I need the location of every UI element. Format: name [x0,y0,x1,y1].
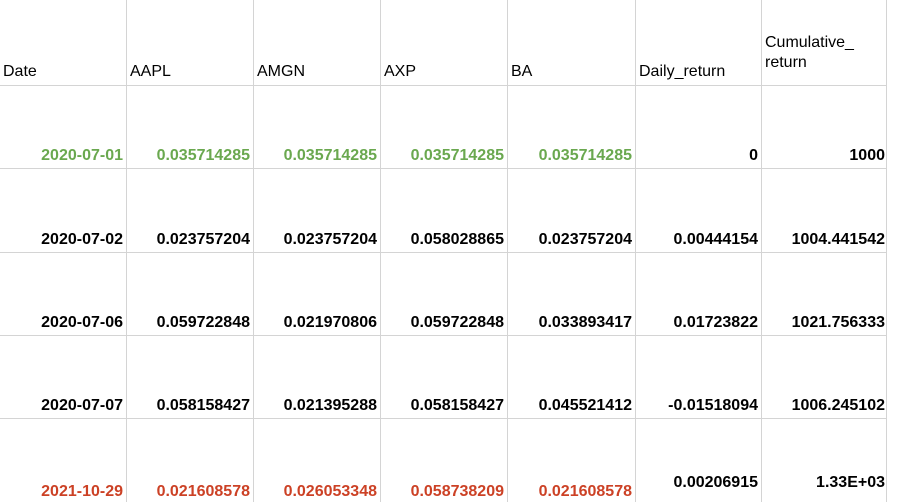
table-cell[interactable]: 0.035714285 [253,85,381,169]
table-row: 2021-10-29 0.021608578 0.026053348 0.058… [0,418,889,502]
table-cell[interactable]: 0.01723822 [635,252,762,336]
table-cell[interactable]: 0.059722848 [380,252,508,336]
table-cell[interactable]: 0 [635,85,762,169]
table-cell[interactable]: 0.035714285 [126,85,254,169]
header-cell-daily-return[interactable]: Daily_return [635,0,762,86]
table-row: 2020-07-02 0.023757204 0.023757204 0.058… [0,168,889,253]
table-cell[interactable]: 2020-07-07 [0,335,127,419]
table-cell[interactable]: 0.058158427 [126,335,254,419]
table-cell[interactable]: -0.01518094 [635,335,762,419]
table-cell[interactable]: 0.033893417 [507,252,636,336]
table-cell[interactable]: 1.33E+03 [761,418,889,502]
table-cell[interactable]: 0.059722848 [126,252,254,336]
table-cell[interactable]: 2021-10-29 [0,418,127,502]
table-cell[interactable]: 0.058738209 [380,418,508,502]
table-cell[interactable]: 0.058158427 [380,335,508,419]
table-cell[interactable]: 0.021395288 [253,335,381,419]
header-cell-date[interactable]: Date [0,0,127,86]
column-edge [886,0,887,502]
table-cell[interactable]: 0.023757204 [507,168,636,253]
table-cell[interactable]: 1006.245102 [761,335,889,419]
table-cell[interactable]: 1004.441542 [761,168,889,253]
table-cell[interactable]: 0.035714285 [507,85,636,169]
table-row: 2020-07-07 0.058158427 0.021395288 0.058… [0,335,889,419]
table-cell[interactable]: 1000 [761,85,889,169]
table-cell[interactable]: 2020-07-01 [0,85,127,169]
table-cell[interactable]: 0.026053348 [253,418,381,502]
table-cell[interactable]: 1021.756333 [761,252,889,336]
table-cell[interactable]: 0.045521412 [507,335,636,419]
header-cell-axp[interactable]: AXP [380,0,508,86]
table-cell[interactable]: 0.021608578 [507,418,636,502]
header-cell-cumulative-return[interactable]: Cumulative_ return [761,0,889,86]
table-cell[interactable]: 0.023757204 [126,168,254,253]
table-cell[interactable]: 0.035714285 [380,85,508,169]
header-cell-amgn[interactable]: AMGN [253,0,381,86]
table-row: 2020-07-06 0.059722848 0.021970806 0.059… [0,252,889,336]
table-row: 2020-07-01 0.035714285 0.035714285 0.035… [0,85,889,169]
table-cell[interactable]: 0.021608578 [126,418,254,502]
table-cell[interactable]: 0.00444154 [635,168,762,253]
table-cell[interactable]: 0.058028865 [380,168,508,253]
table-cell[interactable]: 2020-07-02 [0,168,127,253]
header-cell-aapl[interactable]: AAPL [126,0,254,86]
table-cell[interactable]: 0.023757204 [253,168,381,253]
table-cell[interactable]: 2020-07-06 [0,252,127,336]
table-cell[interactable]: 0.021970806 [253,252,381,336]
header-row: Date AAPL AMGN AXP BA Daily_return Cumul… [0,0,889,86]
table-cell[interactable]: 0.00206915 [635,418,762,502]
header-cell-ba[interactable]: BA [507,0,636,86]
sheet-margin [887,0,897,502]
